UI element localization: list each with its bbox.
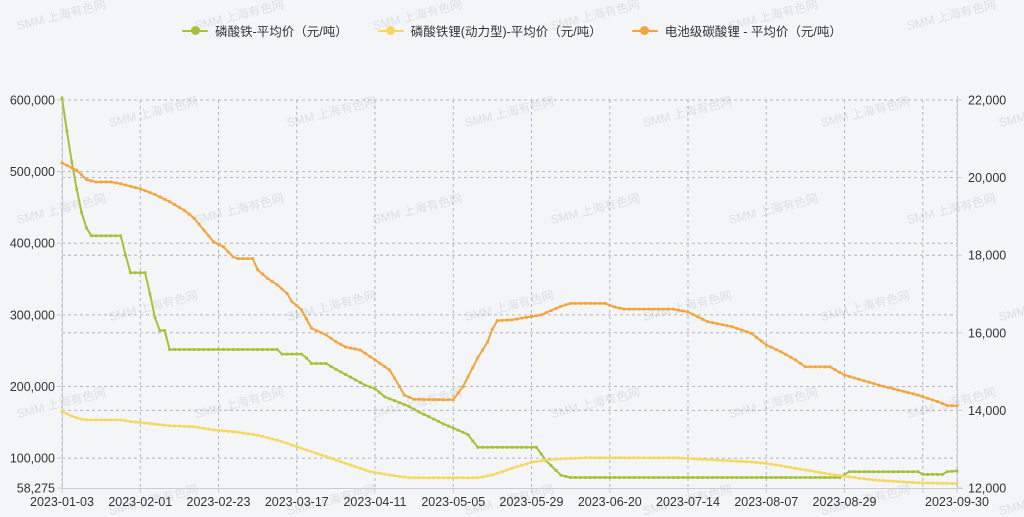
svg-text:2023-01-03: 2023-01-03 [30, 495, 94, 509]
svg-text:400,000: 400,000 [10, 237, 55, 251]
svg-text:18,000: 18,000 [968, 249, 1006, 263]
svg-text:SMM 上海有色网: SMM 上海有色网 [549, 384, 641, 421]
svg-text:2023-04-11: 2023-04-11 [343, 495, 406, 509]
watermarks: SMM 上海有色网 SMM 上海有色网 SMM 上海有色网 SMM 上海有色网 SMM … [15, 0, 1024, 517]
legend-label: 磷酸铁锂(动力型)-平均价（元/吨） [410, 25, 602, 39]
svg-text:12,000: 12,000 [968, 482, 1006, 496]
svg-text:20,000: 20,000 [968, 171, 1006, 185]
svg-text:SMM 上海有色网: SMM 上海有色网 [193, 384, 285, 421]
svg-text:2023-08-29: 2023-08-29 [813, 495, 877, 509]
svg-text:SMM 上海有色网: SMM 上海有色网 [641, 287, 733, 324]
svg-text:SMM 上海有色网: SMM 上海有色网 [107, 93, 199, 130]
legend-item-iron-phosphate[interactable]: 磷酸铁-平均价（元/吨） [182, 21, 348, 40]
x-axis: 2023-01-03 2023-02-01 2023-02-23 2023-03-17… [30, 495, 989, 509]
svg-text:2023-02-01: 2023-02-01 [108, 495, 172, 509]
svg-text:22,000: 22,000 [968, 94, 1006, 108]
svg-text:2023-09-30: 2023-09-30 [925, 495, 989, 509]
svg-text:SMM 上海有色网: SMM 上海有色网 [371, 190, 463, 227]
svg-text:SMM 上海有色网: SMM 上海有色网 [285, 93, 377, 130]
axes [57, 96, 963, 493]
y-axis-left: 600,000 500,000 400,000 300,000 200,000 100,0… [10, 94, 55, 496]
legend-label: 磷酸铁-平均价（元/吨） [215, 25, 348, 39]
svg-text:SMM 上海有色网: SMM 上海有色网 [549, 190, 641, 227]
svg-text:SMM 上海有色网: SMM 上海有色网 [371, 384, 463, 421]
svg-text:2023-07-14: 2023-07-14 [656, 495, 720, 509]
svg-text:14,000: 14,000 [968, 404, 1006, 418]
legend-label: 电池级碳酸锂 - 平均价（元/吨） [664, 25, 842, 39]
svg-text:SMM 上海有色网: SMM 上海有色网 [15, 190, 107, 227]
svg-text:2023-08-07: 2023-08-07 [734, 495, 798, 509]
svg-text:500,000: 500,000 [10, 165, 55, 179]
svg-text:SMM 上海有色网: SMM 上海有色网 [819, 287, 911, 324]
series-battery-grade-lithium-carbonate-line[interactable] [60, 161, 959, 408]
svg-text:SMM 上海有色网: SMM 上海有色网 [463, 287, 555, 324]
svg-text:SMM 上海有色网: SMM 上海有色网 [905, 190, 997, 227]
series-marker-icon [377, 24, 404, 37]
series-iron-phosphate-line[interactable] [60, 96, 959, 479]
svg-text:SMM 上海有色网: SMM 上海有色网 [727, 190, 819, 227]
svg-text:SMM 上海有色网: SMM 上海有色网 [819, 93, 911, 130]
svg-text:SMM 上海有色网: SMM 上海有色网 [997, 287, 1024, 324]
svg-text:2023-05-05: 2023-05-05 [421, 495, 485, 509]
svg-text:SMM 上海有色网: SMM 上海有色网 [285, 287, 377, 324]
svg-text:2023-05-29: 2023-05-29 [500, 495, 564, 509]
axis-labels: 600,000 500,000 400,000 300,000 200,000 100,0… [10, 94, 1006, 510]
series-lfp-power-type-line[interactable] [60, 409, 959, 485]
svg-text:300,000: 300,000 [10, 308, 55, 322]
svg-text:SMM 上海有色网: SMM 上海有色网 [641, 93, 733, 130]
svg-text:SMM 上海有色网: SMM 上海有色网 [193, 190, 285, 227]
y-axis-right: 22,000 20,000 18,000 16,000 14,000 12,000 [968, 94, 1006, 496]
series-marker-icon [182, 24, 209, 37]
svg-text:600,000: 600,000 [10, 94, 55, 108]
svg-text:2023-02-23: 2023-02-23 [187, 495, 251, 509]
svg-text:16,000: 16,000 [968, 326, 1006, 340]
legend: 磷酸铁-平均价（元/吨） 磷酸铁锂(动力型)-平均价（元/吨） 电池级碳酸锂 -… [0, 21, 1024, 40]
legend-item-battery-grade-lithium-carbonate[interactable]: 电池级碳酸锂 - 平均价（元/吨） [631, 21, 842, 40]
grid [61, 99, 958, 488]
svg-text:2023-06-20: 2023-06-20 [578, 495, 642, 509]
svg-text:2023-03-17: 2023-03-17 [265, 495, 329, 509]
svg-text:58,275: 58,275 [17, 482, 55, 496]
svg-text:100,000: 100,000 [10, 452, 55, 466]
series-marker-icon [631, 24, 658, 37]
svg-text:SMM 上海有色网: SMM 上海有色网 [727, 384, 819, 421]
legend-item-lfp-power-type[interactable]: 磷酸铁锂(动力型)-平均价（元/吨） [377, 21, 602, 40]
svg-text:200,000: 200,000 [10, 380, 55, 394]
svg-text:SMM 上海有色网: SMM 上海有色网 [463, 93, 555, 130]
